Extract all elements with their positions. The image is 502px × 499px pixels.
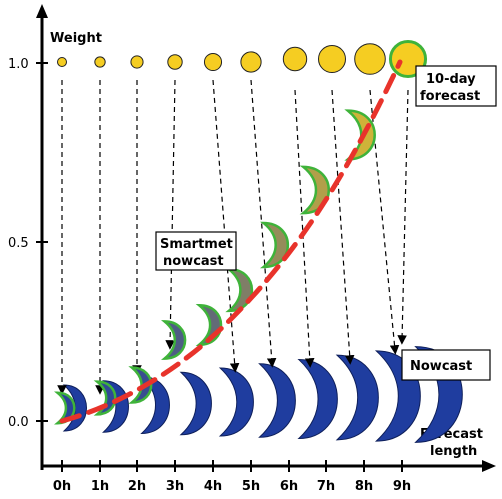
blended-shape-6 [259,221,289,269]
x-tick-label-1: 1h [91,479,109,494]
x-tick-label-9: 9h [393,479,411,494]
smartmet-label-line1: Smartmet [160,237,233,252]
forecast-circle-3 [167,54,183,70]
x-axis-arrow [482,460,496,472]
forecast-circle-5 [240,51,262,73]
blended-shape-7 [299,165,330,215]
forecast-circle-8 [354,43,386,75]
forecast-circle-2 [130,55,144,69]
x-tick-label-4: 4h [204,479,222,494]
arrow-4 [212,79,240,373]
ten-day-label-box: 10-day forecast [415,65,497,107]
nowcast-crescent-4 [218,367,254,437]
ten-day-label-line2: forecast [420,89,480,104]
y-tick-label-05: 0.5 [8,236,29,251]
forecast-circle-1 [94,56,106,68]
forecast-circle-0 [57,57,67,67]
nowcast-crescent-3 [179,371,212,436]
x-axis-label-line2: length [430,444,477,459]
smartmet-label-line2: nowcast [163,254,224,269]
blended-shape-0 [54,391,76,425]
smartmet-label-box: Smartmet nowcast [155,231,237,271]
nowcast-crescent-6 [297,358,338,440]
blended-shapes [54,109,376,425]
x-tick-label-2: 2h [128,479,146,494]
forecast-circle-6 [282,46,308,72]
blended-shape-3 [160,320,187,360]
forecast-circle-4 [203,52,223,72]
forecast-circles [57,39,428,79]
y-tick-label-1: 1.0 [8,57,29,72]
x-tick-label-7: 7h [317,479,335,494]
nowcast-label-box: Nowcast [401,349,491,381]
ten-day-label-line1: 10-day [426,72,476,87]
y-ticks: 0.0 0.5 1.0 [8,57,48,430]
dashed-arrows [57,79,409,395]
nowcast-crescent-2 [140,375,170,435]
blended-shape-1 [93,380,117,416]
x-tick-label-6: 6h [280,479,298,494]
forecast-circle-7 [318,45,346,73]
arrow-9 [397,89,409,345]
nowcast-crescent-5 [258,363,296,438]
nowcast-crescent-0 [62,384,87,432]
y-axis-label: Weight [50,31,102,46]
nowcast-crescent-7 [335,354,379,441]
y-tick-label-0: 0.0 [8,415,29,430]
arrow-5 [250,79,277,368]
x-tick-label-3: 3h [166,479,184,494]
trend-curve [59,59,403,424]
arrow-3 [165,79,176,350]
x-tick-label-0: 0h [53,479,71,494]
y-axis-arrow [36,4,48,18]
blended-shape-5 [225,267,253,313]
nowcast-label: Nowcast [410,359,472,374]
arrow-6 [294,89,315,368]
arrow-7 [331,89,355,365]
x-tick-label-5: 5h [242,479,260,494]
nowcast-crescents [62,346,463,443]
x-tick-label-8: 8h [355,479,373,494]
arrow-8 [369,89,400,355]
x-ticks: 0h 1h 2h 3h 4h 5h 6h 7h 8h 9h [53,460,411,494]
